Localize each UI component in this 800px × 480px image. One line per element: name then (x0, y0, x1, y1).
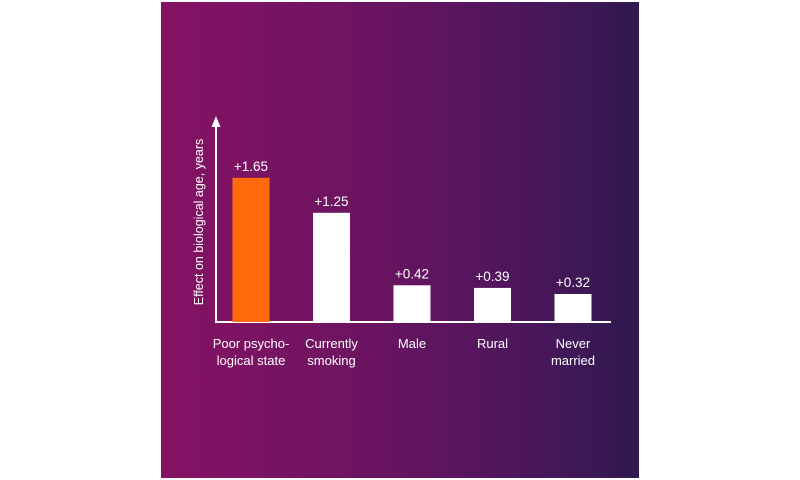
x-tick-label-4-line-1: married (551, 353, 595, 368)
data-label-3: +0.39 (475, 269, 509, 284)
x-tick-labels-group: Poor psycho-logical state Currently smokin… (213, 336, 595, 368)
x-tick-label-1-line-0: Currently (305, 336, 358, 351)
x-tick-label-0-line-1: logical state (217, 353, 286, 368)
x-tick-label-2-line-0: Male (398, 336, 426, 351)
bar-0 (232, 177, 270, 322)
bar-3 (474, 287, 511, 322)
x-tick-label-4-line-0: Never (556, 336, 591, 351)
bars-group (232, 177, 592, 322)
bar-1 (313, 212, 350, 322)
data-labels-group: +1.65 +1.25 +0.42 +0.39 +0.32 (234, 159, 590, 290)
x-tick-label-0-line-0: Poor psycho- (213, 336, 290, 351)
bar-2 (393, 285, 431, 322)
bar-4 (554, 294, 592, 322)
x-tick-label-1-line-1: smoking (307, 353, 355, 368)
data-label-0: +1.65 (234, 159, 268, 174)
x-tick-label-3-line-0: Rural (477, 336, 508, 351)
data-label-1: +1.25 (314, 194, 348, 209)
y-axis-title: Effect on biological age, years (192, 139, 206, 306)
data-label-2: +0.42 (395, 266, 429, 281)
data-label-4: +0.32 (556, 275, 590, 290)
y-axis-arrow-icon (211, 116, 221, 127)
